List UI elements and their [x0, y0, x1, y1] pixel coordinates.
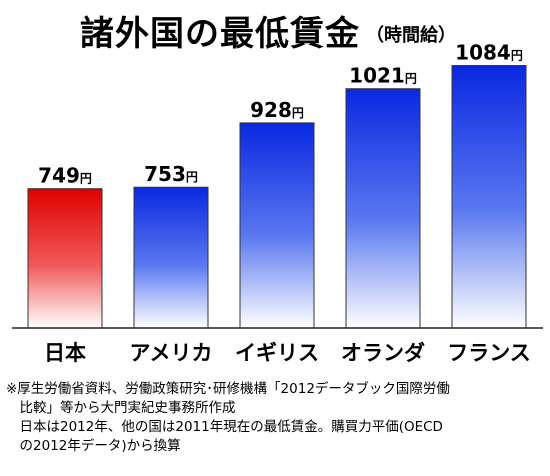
note-line-4: の2012年データ)から換算: [6, 438, 181, 454]
value-label-2: 928円: [250, 98, 304, 122]
category-label-0: 日本: [44, 341, 86, 365]
bar-3: [345, 88, 421, 329]
category-label-2: イギリス: [235, 341, 319, 365]
chart-title-block: 諸外国の最低賃金 （時間給）: [80, 6, 456, 56]
note-line-2: 比較」等から大門実紀史事務所作成: [6, 400, 236, 416]
note-line-1: ※厚生労働省資料、労働政策研究･研修機構「2012データブック国際労働: [6, 381, 450, 397]
chart-title: 諸外国の最低賃金: [80, 14, 360, 54]
note-line-3: 日本は2012年、他の国は2011年現在の最低賃金。購買力平価(OECD: [6, 419, 443, 435]
bar-2: [239, 122, 315, 329]
category-label-4: フランス: [447, 341, 531, 365]
source-note: ※厚生労働省資料、労働政策研究･研修機構「2012データブック国際労働 比較」等…: [6, 380, 546, 456]
value-label-1: 753円: [144, 162, 198, 186]
value-label-4: 1084円: [455, 41, 523, 65]
category-label-3: オランダ: [341, 341, 425, 365]
bar-0: [27, 188, 103, 329]
chart-subtitle: （時間給）: [366, 25, 456, 46]
value-label-3: 1021円: [349, 64, 417, 88]
bar-1: [133, 186, 209, 329]
value-label-0: 749円: [38, 164, 92, 188]
bar-4: [451, 65, 527, 329]
category-label-1: アメリカ: [130, 341, 213, 365]
